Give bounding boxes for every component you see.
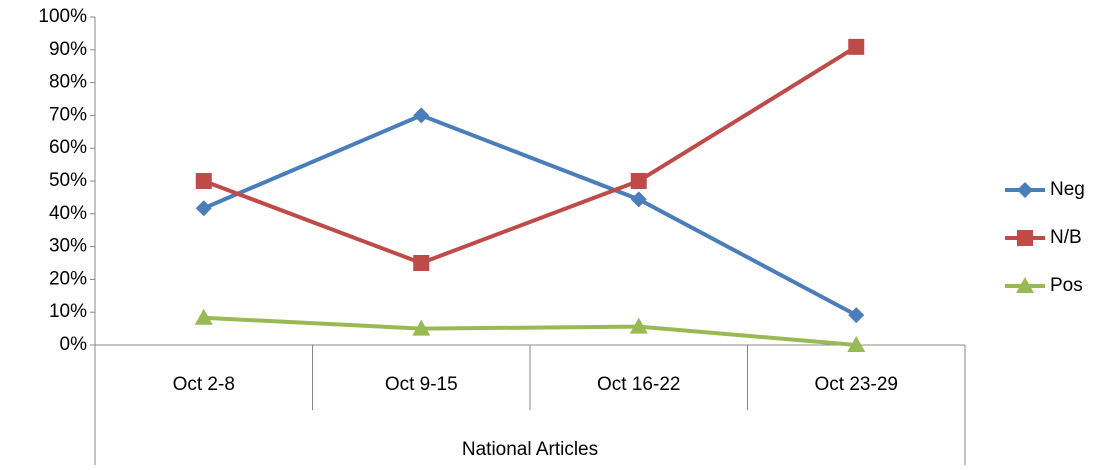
data-point [848, 307, 865, 324]
legend-label: Neg [1050, 179, 1085, 200]
legend-label: Pos [1050, 275, 1083, 296]
y-tick-label: 40% [49, 203, 87, 224]
y-tick-label: 60% [49, 137, 87, 158]
data-point [413, 255, 430, 271]
x-axis-label: National Articles [462, 439, 598, 460]
series-line [203, 315, 857, 347]
data-point [194, 308, 213, 325]
data-point [195, 173, 212, 189]
data-point [848, 38, 865, 55]
data-point [413, 107, 430, 124]
y-tick-label: 100% [38, 6, 87, 27]
legend-marker [1016, 277, 1034, 293]
series-line [203, 45, 858, 266]
data-point [630, 173, 647, 189]
y-tick-label: 90% [49, 39, 87, 60]
y-tick-label: 30% [49, 236, 87, 257]
x-tick-label: Oct 9-15 [385, 374, 458, 395]
y-tick-label: 80% [49, 72, 87, 93]
x-tick-label: Oct 2-8 [173, 374, 235, 395]
data-point [629, 317, 648, 334]
data-point [412, 319, 431, 336]
x-tick-label: Oct 16-22 [597, 374, 680, 395]
legend-marker [1017, 230, 1033, 246]
legend-label: N/B [1050, 227, 1082, 248]
y-tick-label: 70% [49, 104, 87, 125]
x-tick-label: Oct 23-29 [815, 374, 898, 395]
y-tick-label: 20% [49, 268, 87, 289]
data-point [195, 200, 212, 217]
legend-marker [1017, 182, 1033, 198]
y-tick-label: 50% [49, 170, 87, 191]
series-line [202, 113, 858, 317]
data-point [630, 191, 647, 208]
y-tick-label: 10% [49, 301, 87, 322]
y-tick-label: 0% [60, 334, 88, 355]
data-point [847, 336, 866, 352]
